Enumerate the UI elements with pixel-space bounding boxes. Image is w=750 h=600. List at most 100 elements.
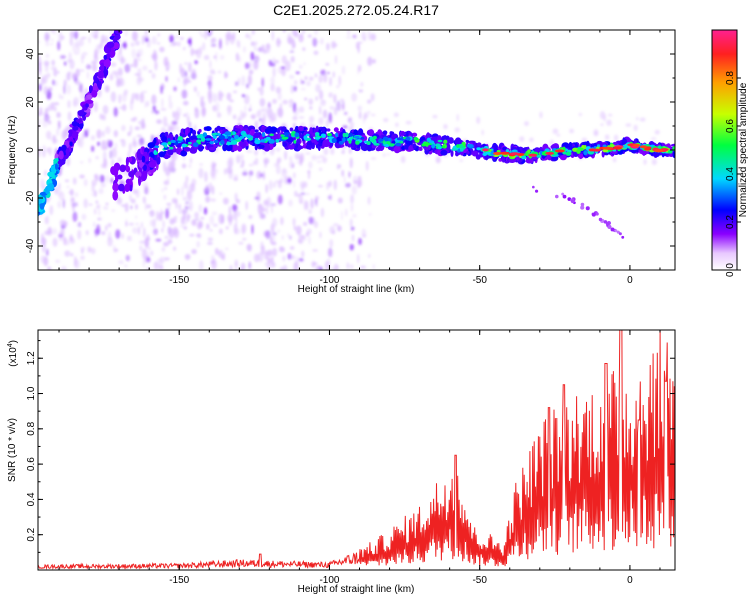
main-trace-mark: [315, 125, 319, 133]
main-trace-mark: [327, 133, 332, 137]
noise-speckle: [300, 78, 303, 85]
noise-speckle: [121, 124, 126, 132]
noise-speckle: [322, 109, 328, 119]
noise-speckle: [141, 90, 148, 94]
y-tick-label: -40: [25, 238, 36, 253]
noise-speckle: [234, 210, 241, 218]
noise-speckle: [357, 181, 362, 188]
noise-speckle: [287, 253, 292, 260]
noise-speckle: [50, 101, 55, 111]
noise-speckle: [167, 206, 171, 210]
noise-speckle: [223, 168, 228, 175]
main-trace-mark: [143, 164, 147, 171]
noise-speckle: [162, 116, 168, 127]
noise-speckle: [352, 34, 357, 39]
main-trace-peak: [602, 146, 612, 150]
snr-y-ticks: 0.2 0.4 0.6 0.8 1.0 1.2: [26, 340, 675, 553]
y-tick-label: 0: [25, 147, 36, 153]
main-trace-mark: [293, 140, 297, 144]
main-trace-mark: [214, 127, 219, 133]
noise-speckle: [287, 32, 292, 44]
noise-speckle: [295, 225, 302, 235]
noise-speckle: [277, 194, 283, 205]
noise-speckle: [288, 74, 295, 79]
noise-speckle: [219, 192, 223, 195]
noise-speckle: [333, 107, 338, 116]
noise-speckle: [303, 62, 306, 66]
main-trace-mark: [326, 128, 331, 132]
noise-speckle: [274, 60, 280, 64]
noise-speckle: [284, 60, 291, 72]
noise-speckle: [118, 106, 123, 110]
noise-speckle: [261, 77, 264, 88]
noise-speckle: [272, 67, 276, 78]
noise-speckle: [351, 234, 355, 242]
faint-trace-mark: [570, 199, 575, 204]
noise-speckle: [370, 113, 376, 117]
noise-speckle: [650, 137, 657, 140]
noise-speckle: [62, 198, 65, 209]
noise-speckle: [204, 171, 208, 183]
noise-speckle: [129, 142, 132, 153]
noise-speckle: [342, 147, 345, 152]
noise-speckle: [327, 247, 333, 258]
noise-speckle: [336, 163, 341, 170]
noise-speckle: [93, 221, 96, 228]
noise-speckle: [259, 118, 262, 122]
steep-trace-mark: [125, 156, 129, 167]
noise-speckle: [400, 155, 406, 164]
main-trace-mark: [263, 144, 271, 152]
main-trace-mark: [283, 132, 291, 136]
main-trace-peak: [509, 152, 520, 156]
main-trace-mark: [172, 145, 176, 151]
noise-speckle: [139, 92, 145, 104]
noise-speckle: [329, 76, 332, 87]
noise-speckle: [233, 177, 239, 181]
steep-trace-mark: [103, 54, 107, 60]
noise-speckle: [59, 55, 66, 59]
noise-speckle: [172, 110, 176, 118]
noise-speckle: [529, 137, 534, 143]
noise-speckle: [166, 202, 172, 206]
main-trace-mark: [412, 143, 417, 150]
colorbar-label: Normalized spectral amplitude: [738, 82, 749, 217]
main-trace-mark: [460, 151, 464, 156]
noise-speckle: [44, 230, 51, 236]
noise-speckle: [188, 200, 193, 212]
noise-speckle: [176, 106, 182, 117]
noise-speckle: [319, 90, 324, 101]
noise-speckle: [216, 112, 222, 118]
faint-trace-mark: [618, 232, 622, 236]
noise-speckle: [49, 205, 54, 216]
noise-speckle: [100, 163, 106, 169]
noise-speckle: [90, 135, 96, 141]
noise-speckle: [110, 62, 117, 67]
noise-speckle: [175, 34, 179, 39]
noise-speckle: [295, 71, 300, 74]
x-tick-label: -150: [169, 575, 189, 586]
noise-speckle: [183, 181, 189, 189]
noise-speckle: [111, 147, 118, 158]
noise-speckle: [72, 177, 77, 185]
main-trace-mark: [254, 139, 261, 145]
noise-speckle: [260, 205, 266, 212]
noise-speckle: [300, 200, 303, 205]
main-trace-mark: [154, 145, 160, 149]
faint-trace-mark: [591, 212, 596, 217]
noise-speckle: [130, 198, 136, 204]
noise-speckle: [60, 35, 65, 41]
main-trace-mark: [454, 137, 462, 146]
main-trace-mark: [297, 125, 304, 132]
colorbar-tick-label: 0.0: [725, 263, 736, 277]
y-tick-label: 0.6: [26, 457, 37, 471]
noise-speckle: [349, 243, 355, 251]
noise-speckle: [56, 127, 60, 137]
noise-speckle: [363, 37, 366, 42]
noise-speckle: [180, 225, 184, 228]
noise-speckle: [240, 154, 244, 160]
main-trace-mark: [177, 136, 184, 141]
main-trace-mark: [455, 151, 459, 157]
noise-speckle: [155, 238, 162, 242]
faint-trace-mark: [616, 230, 620, 234]
noise-speckle: [144, 202, 147, 211]
